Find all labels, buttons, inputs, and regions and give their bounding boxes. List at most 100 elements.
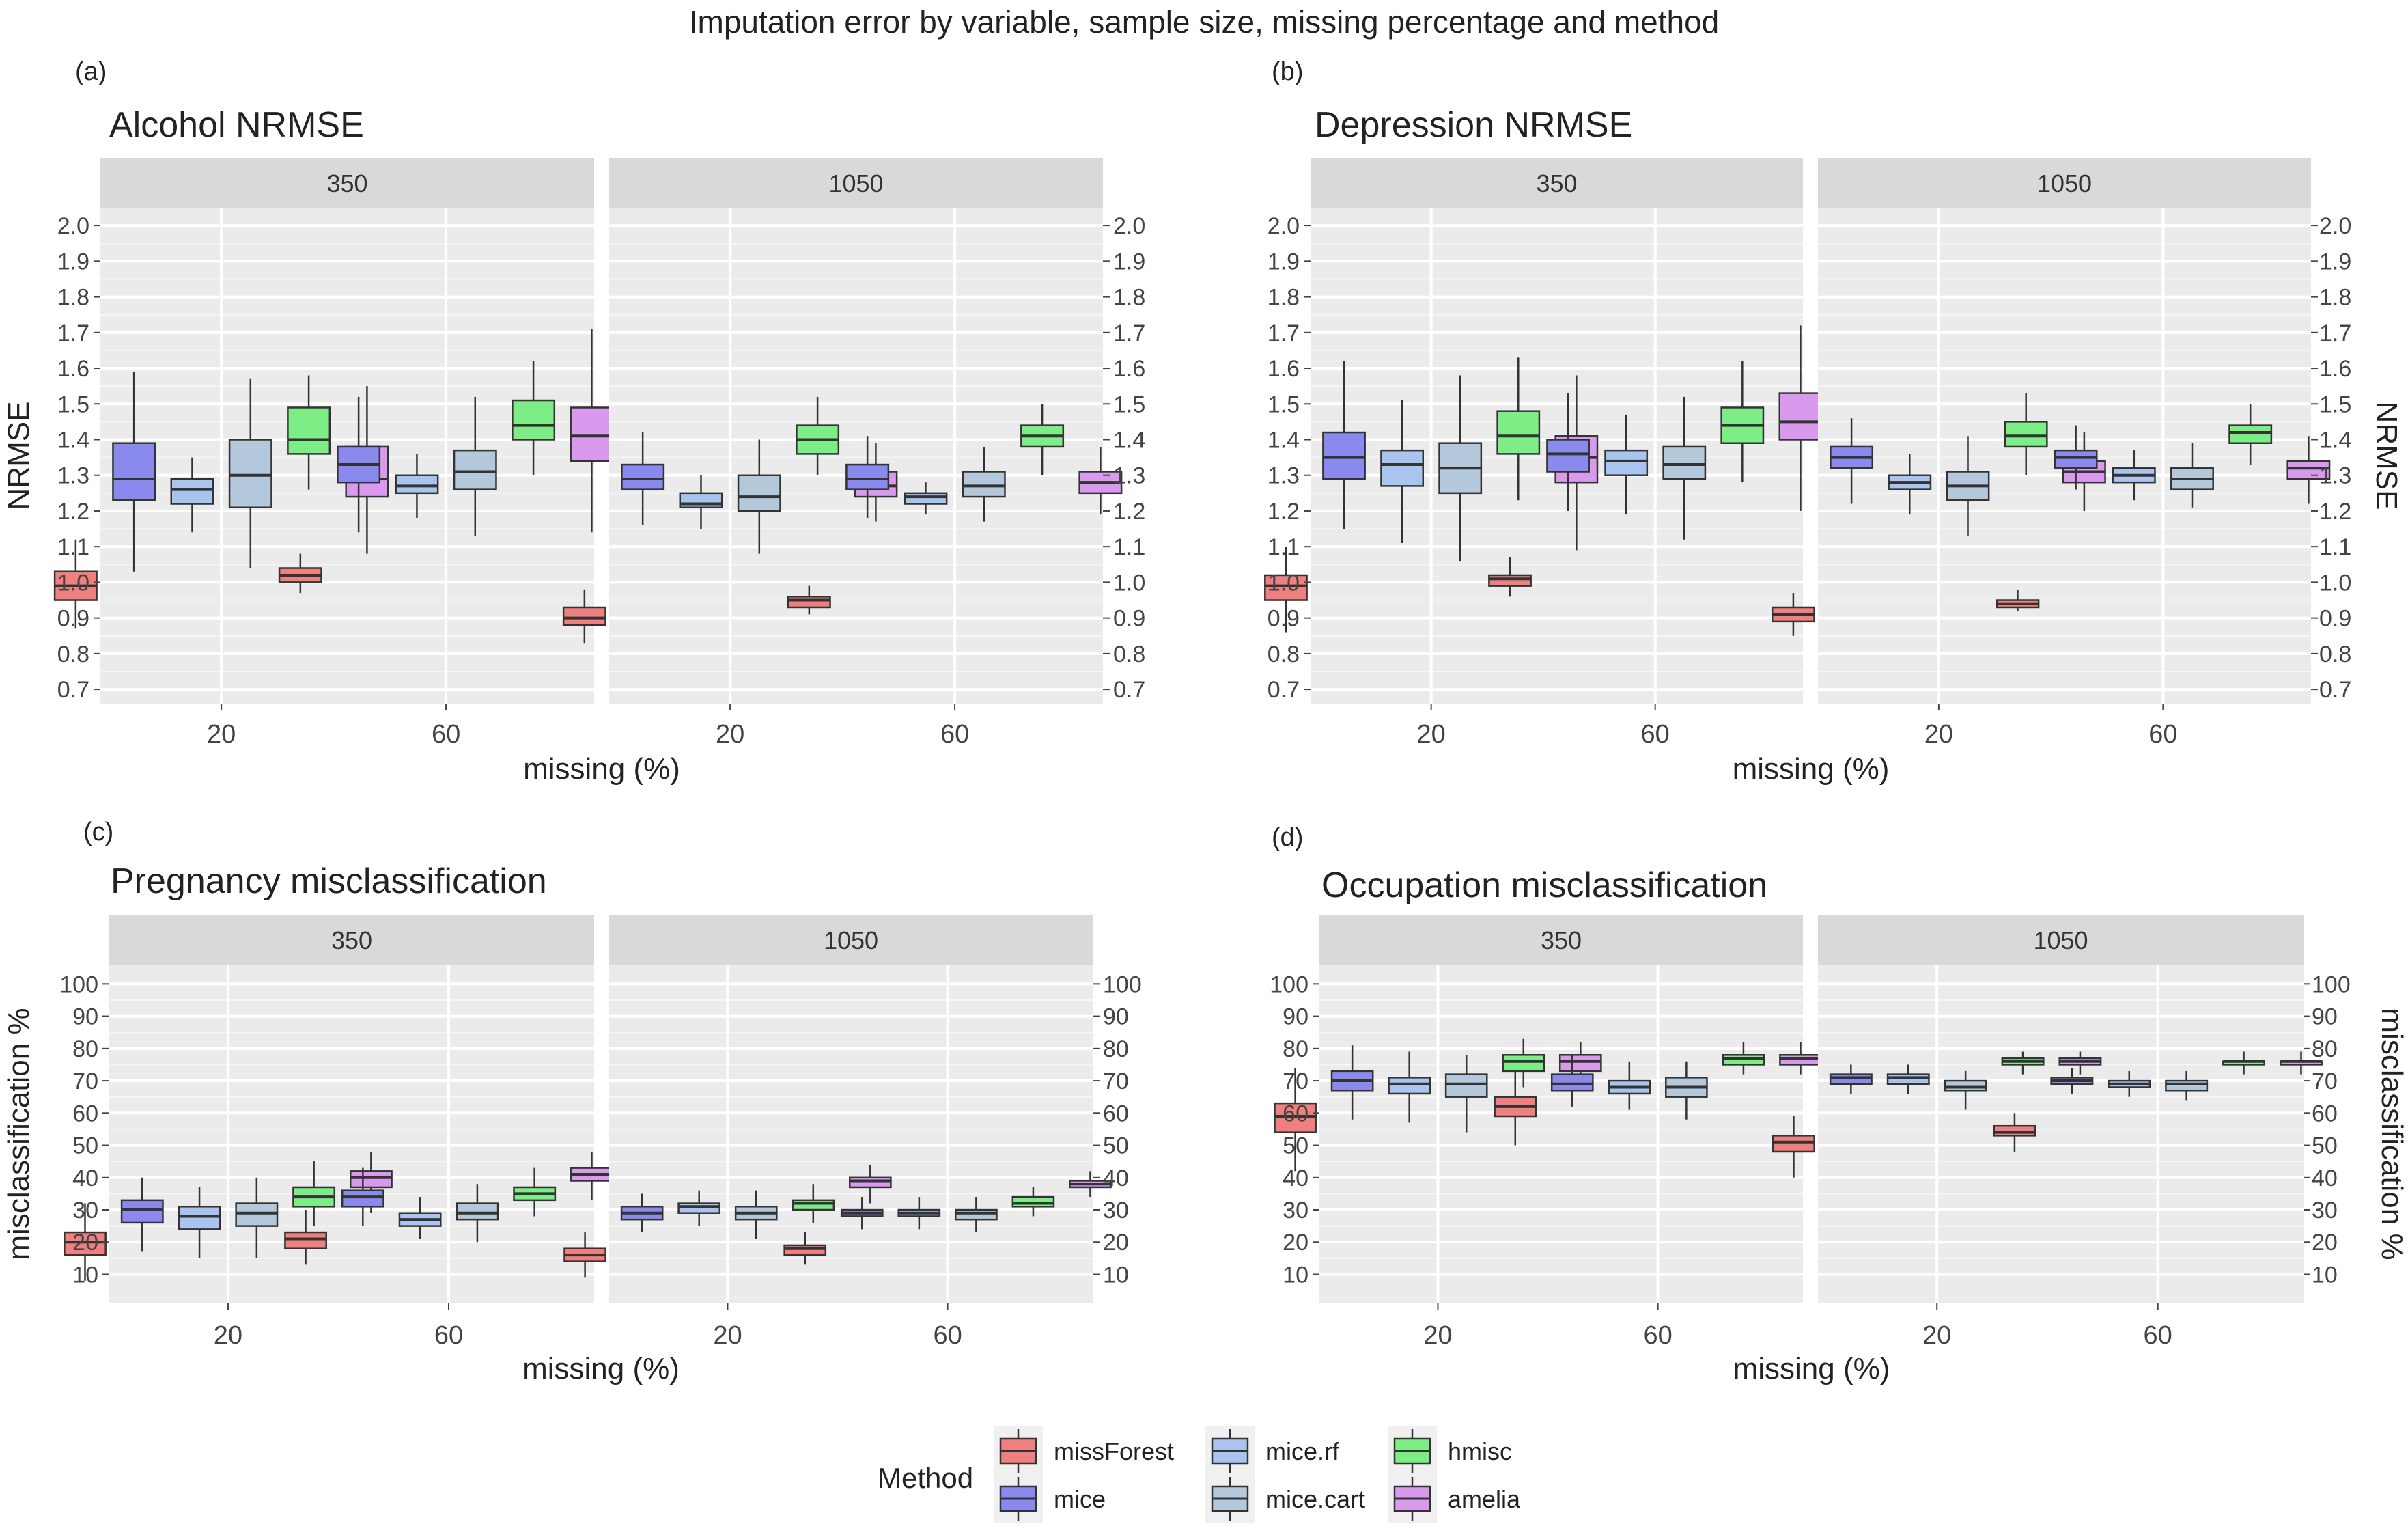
facet-label: 350 [1541, 926, 1582, 954]
box [64, 1231, 107, 1256]
y-tick-label: 0.7 [57, 677, 89, 703]
y-tick-label-right: 90 [2312, 1004, 2338, 1030]
box [456, 1202, 499, 1221]
box-mice.rf [2112, 450, 2156, 501]
box-missForest [787, 585, 831, 615]
box [1604, 449, 1649, 476]
y-tick-label-right: 100 [2312, 971, 2351, 997]
y-tick-label: 1.1 [57, 534, 89, 560]
box [170, 478, 214, 505]
box-missForest [1264, 547, 1308, 633]
y-tick-label-right: 100 [1103, 971, 1142, 997]
y-tick-label-right: 1.1 [1113, 534, 1145, 560]
box [1011, 1195, 1055, 1208]
y-tick-label: 1.2 [1268, 499, 1300, 525]
y-tick-label-right: 1.2 [1113, 499, 1145, 525]
y-tick-label-right: 1.4 [2319, 427, 2351, 453]
y-tick-label-right: 40 [2312, 1165, 2338, 1191]
box-mice.rf [1380, 400, 1424, 543]
y-tick-label: 1.2 [57, 499, 89, 525]
y-tick-label-right: 50 [2312, 1133, 2338, 1159]
box [1502, 1054, 1545, 1073]
y-tick-label: 2.0 [1268, 213, 1300, 239]
box [737, 474, 781, 512]
box-hmisc [1502, 1038, 1545, 1088]
y-tick-label-right: 1.6 [2319, 356, 2351, 382]
box [287, 406, 331, 455]
y-tick-label-right: 0.7 [1113, 677, 1145, 703]
box [848, 1176, 892, 1189]
y-axis-title-right: misclassification % [2375, 1008, 2408, 1260]
y-tick-label: 20 [72, 1230, 98, 1256]
y-tick-label-right: 2.0 [1113, 213, 1145, 239]
facet: 1050 20 60 [562, 158, 1123, 749]
y-tick-label: 20 [1283, 1230, 1308, 1256]
box-amelia [570, 329, 614, 533]
chart-panel: (b) Depression NRMSE 350 20 60 1050 20 60 0.7 0.8… [1264, 57, 2403, 786]
box [2004, 421, 2048, 448]
box-hmisc [2222, 1051, 2266, 1075]
legend-label: mice [1054, 1485, 1106, 1513]
box-amelia [848, 1164, 892, 1204]
y-tick-label: 1.0 [1268, 570, 1300, 596]
box-mice.cart [2165, 1070, 2209, 1101]
legend-item: mice [994, 1474, 1106, 1523]
box-missForest [1996, 589, 2040, 611]
y-tick-label: 1.4 [57, 427, 89, 453]
y-tick-label: 30 [1283, 1198, 1308, 1223]
y-tick-label: 1.9 [1268, 249, 1300, 275]
y-tick-label-right: 1.1 [2319, 534, 2351, 560]
box-mice [337, 396, 381, 533]
box-hmisc [2228, 404, 2273, 465]
box [512, 399, 556, 441]
y-tick-label-right: 1.3 [1113, 463, 1145, 489]
box-mice.rf [1886, 1064, 1930, 1094]
y-tick-label-right: 1.3 [2319, 463, 2351, 489]
box-mice.cart [2170, 443, 2214, 508]
box-missForest [562, 589, 606, 644]
box-missForest [284, 1210, 327, 1265]
box [621, 463, 665, 490]
y-tick-label-right: 1.4 [1113, 427, 1145, 453]
x-axis-title: missing (%) [522, 1352, 680, 1385]
facet-strip [609, 158, 1103, 208]
y-tick-label: 10 [72, 1262, 98, 1288]
box [1829, 1073, 1873, 1085]
x-tick-label: 20 [1924, 720, 1953, 749]
box-mice.cart [1438, 375, 1483, 562]
box-missForest [1488, 557, 1532, 597]
box-mice.rf [897, 1197, 941, 1230]
box-hmisc [2001, 1051, 2045, 1075]
box-missForest [278, 553, 322, 594]
box-hmisc [796, 396, 840, 475]
legend-item: amelia [1388, 1474, 1521, 1523]
box-hmisc [513, 1167, 557, 1217]
x-tick-label: 60 [2148, 720, 2177, 749]
box-hmisc [1720, 361, 1765, 483]
box-amelia [2279, 1051, 2323, 1075]
box [1722, 1054, 1765, 1066]
facet-strip [1311, 158, 1803, 208]
facet: 1050 20 60 [1772, 915, 2323, 1350]
y-tick-label: 1.5 [1268, 391, 1300, 417]
y-tick-label: 50 [1283, 1133, 1308, 1159]
y-tick-label: 90 [72, 1004, 98, 1030]
box [1558, 1054, 1602, 1073]
box [955, 1208, 998, 1221]
y-tick-label: 0.9 [1268, 606, 1300, 632]
legend-item: missForest [994, 1426, 1174, 1476]
box [1886, 1073, 1930, 1085]
y-tick-label-right: 0.8 [1113, 641, 1145, 667]
y-tick-label-right: 1.8 [2319, 285, 2351, 311]
y-tick-label-right: 20 [2312, 1230, 2338, 1256]
box-mice.cart [1946, 436, 1990, 536]
y-tick-label-right: 1.5 [2319, 391, 2351, 417]
y-tick-label: 0.8 [1268, 641, 1300, 667]
y-tick-label: 1.8 [57, 285, 89, 311]
box [845, 463, 890, 490]
y-tick-label-right: 0.9 [2319, 606, 2351, 632]
box-mice [1322, 361, 1366, 529]
facet-strip [1818, 158, 2311, 208]
